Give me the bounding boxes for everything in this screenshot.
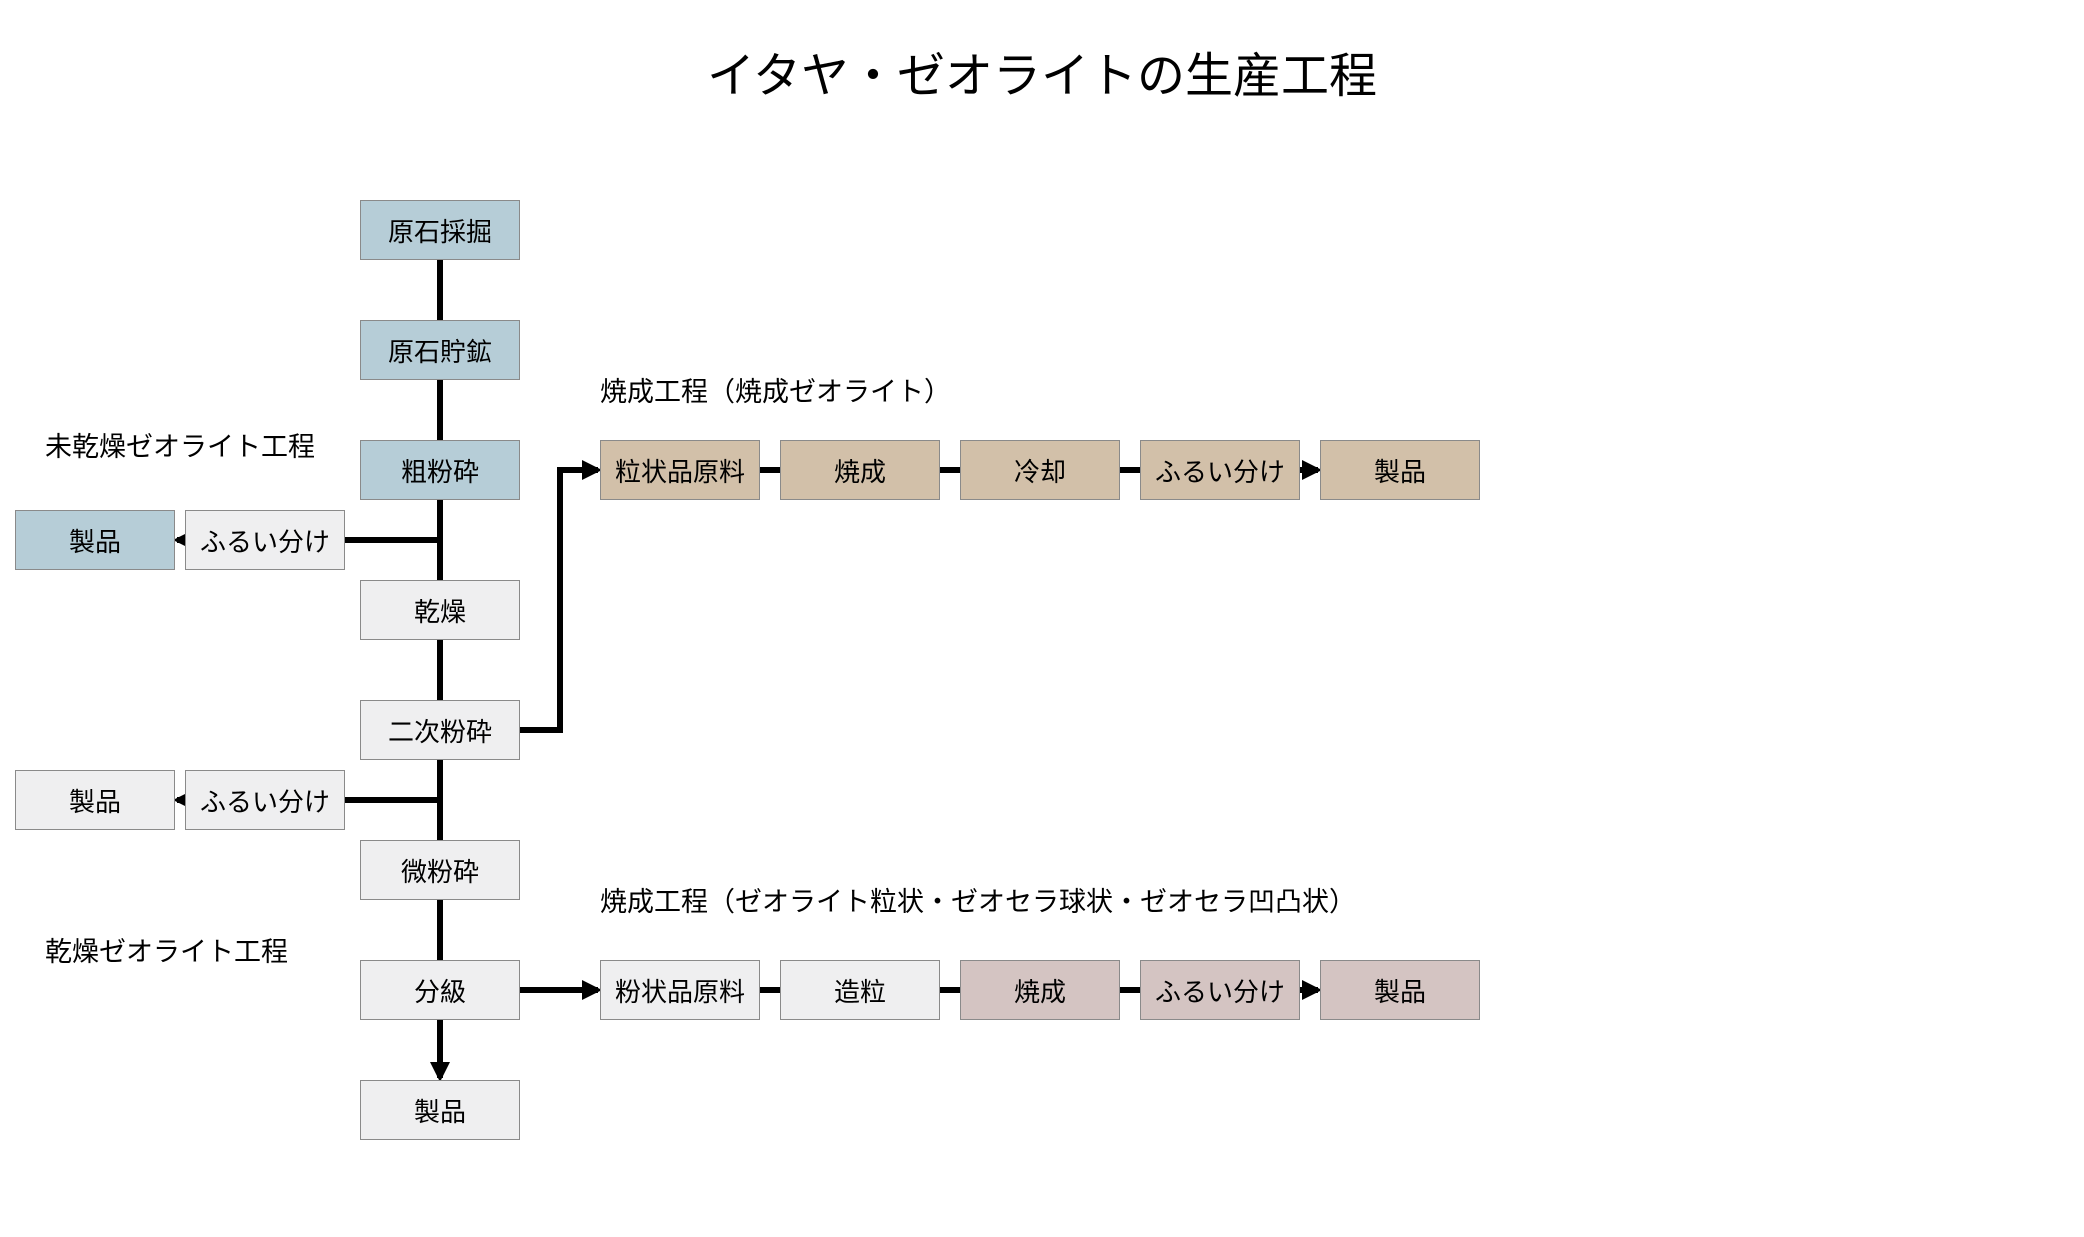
lbl-fire1: 焼成工程（焼成ゼオライト） [600,370,951,409]
edges-layer [0,0,2084,1237]
f1-prod: 製品 [1320,440,1480,500]
edge [520,470,598,730]
f1-fire: 焼成 [780,440,940,500]
f1-cool: 冷却 [960,440,1120,500]
lbl-undried: 未乾燥ゼオライト工程 [45,425,315,464]
f2-sieve: ふるい分け [1140,960,1300,1020]
n-sieve2: ふるい分け [185,770,345,830]
n-sec: 二次粉砕 [360,700,520,760]
diagram-canvas: イタヤ・ゼオライトの生産工程 未乾燥ゼオライト工程乾燥ゼオライト工程 焼成工程（焼… [0,0,2084,1237]
n-dry: 乾燥 [360,580,520,640]
n-prod1: 製品 [15,510,175,570]
diagram-title: イタヤ・ゼオライトの生産工程 [0,36,2084,106]
f1-sieve: ふるい分け [1140,440,1300,500]
n-mine: 原石採掘 [360,200,520,260]
n-class: 分級 [360,960,520,1020]
f2-gran: 造粒 [780,960,940,1020]
n-fine: 微粉砕 [360,840,520,900]
f2-prod: 製品 [1320,960,1480,1020]
n-sieve1: ふるい分け [185,510,345,570]
lbl-dried: 乾燥ゼオライト工程 [45,930,288,969]
f1-raw: 粒状品原料 [600,440,760,500]
n-coarse: 粗粉砕 [360,440,520,500]
n-store: 原石貯鉱 [360,320,520,380]
f2-fire: 焼成 [960,960,1120,1020]
lbl-fire2: 焼成工程（ゼオライト粒状・ゼオセラ球状・ゼオセラ凹凸状） [600,880,1356,919]
n-prod2: 製品 [15,770,175,830]
n-prod3: 製品 [360,1080,520,1140]
f2-raw: 粉状品原料 [600,960,760,1020]
